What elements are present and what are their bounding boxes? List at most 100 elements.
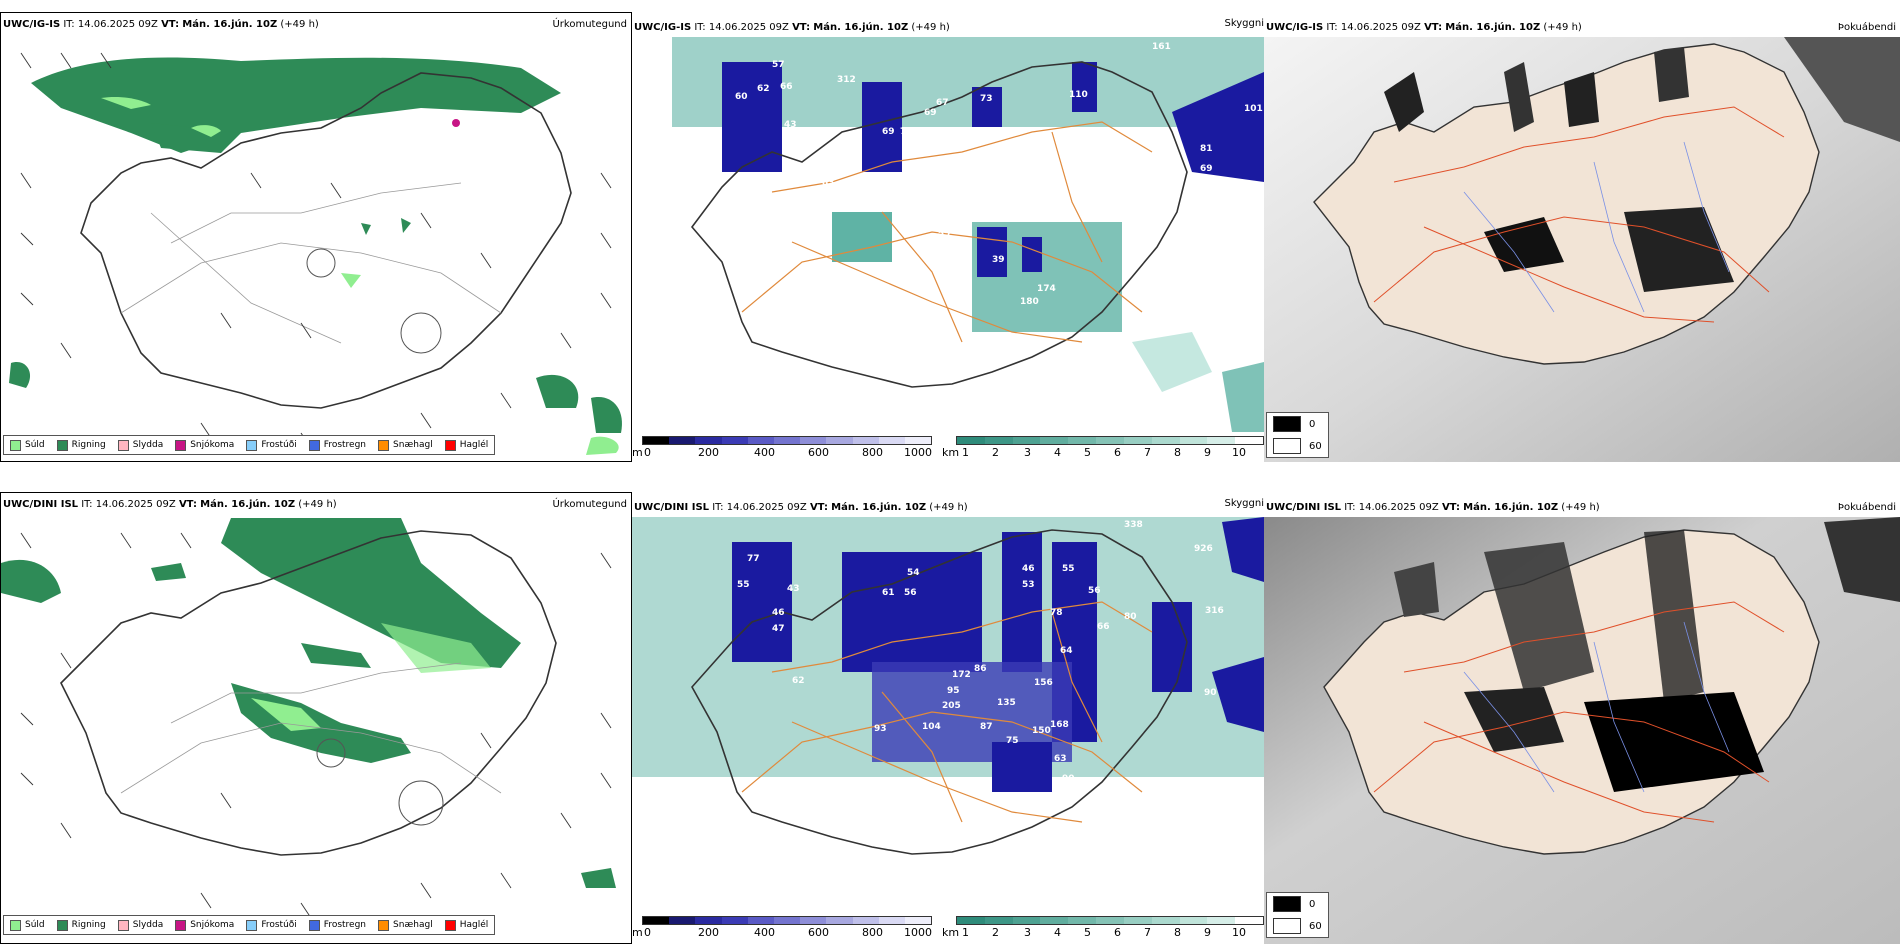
colorbar-segment: [773, 437, 801, 444]
cloud-label: 54: [907, 568, 920, 578]
colorbar-segment: [1068, 437, 1097, 444]
legend-item: Rigning: [56, 439, 106, 451]
fog-legend-value: 60: [1309, 440, 1322, 452]
lead-time: (+49 h): [929, 502, 968, 513]
legend-item: Súld: [10, 919, 45, 931]
model-name: UWC/IG-IS: [3, 19, 61, 30]
legend-swatch: [308, 919, 320, 931]
cloud-label: 180: [1020, 297, 1039, 307]
colorbar-segment: [747, 437, 774, 444]
lead-time: (+49 h): [280, 19, 319, 30]
legend-label: Rigning: [71, 920, 106, 930]
visibility-tick: 5: [1084, 926, 1091, 939]
fog-legend-swatch: [1273, 416, 1301, 432]
legend-label: Frostregn: [323, 920, 367, 930]
visibility-tick: 9: [1204, 446, 1211, 459]
legend-item: Slydda: [117, 439, 163, 451]
cloud-label: 75: [1006, 736, 1019, 746]
visibility-tick: 4: [1054, 926, 1061, 939]
colorbar-segment: [1123, 917, 1152, 924]
cloud-label: 56: [904, 588, 917, 598]
cloud-label: 150: [1032, 726, 1051, 736]
colorbar-segment: [1096, 917, 1124, 924]
visibility-tick: 10: [1232, 446, 1246, 459]
cloud-label: 56: [1088, 586, 1101, 596]
colorbar-segment: [721, 917, 748, 924]
vt-label: VT:: [809, 502, 828, 513]
colorbar-segment: [721, 437, 748, 444]
colorbar-segment: [878, 437, 905, 444]
model-name: UWC/DINI ISL: [634, 502, 710, 513]
fog-indicator-map: [1264, 517, 1900, 944]
legend-label: Haglél: [459, 440, 489, 450]
cloud-label: 78: [1212, 180, 1225, 190]
it-value: 14.06.2025 09Z: [726, 502, 807, 513]
cloud-label: 57: [772, 60, 785, 70]
cloud-label: 46: [772, 608, 785, 618]
ceiling-tick: 400: [754, 446, 775, 459]
ceiling-tick: 200: [698, 446, 719, 459]
legend-swatch: [378, 439, 390, 451]
colorbar-segment: [800, 917, 827, 924]
colorbar-segment: [957, 917, 985, 924]
visibility-tick: 9: [1204, 926, 1211, 939]
cloud-label: 161: [1152, 42, 1171, 52]
precip-type-map: [9, 52, 622, 455]
vt-value: Mán. 16.jún. 10Z: [813, 22, 909, 33]
cloud-label: 81: [1200, 144, 1213, 154]
legend-swatch: [117, 439, 129, 451]
colorbar-segment: [773, 917, 801, 924]
cloud-label: 101: [1244, 104, 1263, 114]
legend-label: Snæhagl: [393, 440, 433, 450]
legend-label: Súld: [25, 440, 45, 450]
visibility-tick: 1: [962, 926, 969, 939]
legend-label: Frostúði: [261, 920, 297, 930]
legend-label: Slydda: [132, 920, 164, 930]
legend-label: Frostregn: [323, 440, 367, 450]
fog-legend-swatch: [1273, 896, 1301, 912]
fog-legend-value: 60: [1309, 920, 1322, 932]
fog-legend-row: 60: [1267, 435, 1328, 457]
cloud-label: 68: [810, 160, 823, 170]
lead-time: (+49 h): [298, 499, 337, 510]
precip-panel-header: UWC/DINI ISL IT: 14.06.2025 09Z VT: Mán.…: [3, 499, 337, 511]
cloud-label: 63: [1054, 754, 1067, 764]
ceiling-tick: 0: [644, 926, 651, 939]
precip-type-map: [1, 518, 616, 919]
colorbar-segment: [669, 917, 696, 924]
cloud-label: 60: [735, 92, 748, 102]
cloud-label: 22: [938, 231, 951, 241]
precip-panel-title: Úrkomutegund: [552, 499, 627, 510]
ceiling-tick: 1000: [904, 926, 932, 939]
visibility-map: [672, 37, 1264, 432]
colorbar-segment: [1068, 917, 1097, 924]
visibility-colorbar: km 1 2 3 4 5 6 7 8 9 10: [942, 916, 1264, 942]
colorbar-segment: [826, 917, 853, 924]
cloud-label: 338: [1124, 520, 1143, 530]
ceiling-unit: m: [632, 926, 643, 939]
it-value: 14.06.2025 09Z: [1340, 22, 1421, 33]
colorbar-segment: [1040, 917, 1069, 924]
it-value: 14.06.2025 09Z: [77, 19, 158, 30]
visibility-tick: 3: [1024, 446, 1031, 459]
legend-swatch: [246, 919, 258, 931]
cloud-label: 168: [1050, 720, 1069, 730]
legend-swatch: [175, 919, 187, 931]
colorbar-segment: [826, 437, 853, 444]
legend-label: Snjókoma: [190, 920, 235, 930]
colorbar-segment: [1207, 437, 1236, 444]
colorbar-segment: [1012, 437, 1041, 444]
cloud-label: 90: [1204, 688, 1217, 698]
cloud-label: 62: [757, 84, 770, 94]
lead-time: (+49 h): [911, 22, 950, 33]
legend-item: Súld: [10, 439, 45, 451]
legend-label: Frostúði: [261, 440, 297, 450]
cloud-label: 104: [922, 722, 941, 732]
cloud-label: 93: [874, 724, 887, 734]
visibility-tick: 10: [1232, 926, 1246, 939]
visibility-tick: 8: [1174, 926, 1181, 939]
visibility-tick: 7: [1144, 446, 1151, 459]
cloud-label: 47: [772, 624, 785, 634]
visibility-map: [632, 517, 1264, 855]
visibility-panel-title: Skyggni: [1224, 18, 1264, 29]
